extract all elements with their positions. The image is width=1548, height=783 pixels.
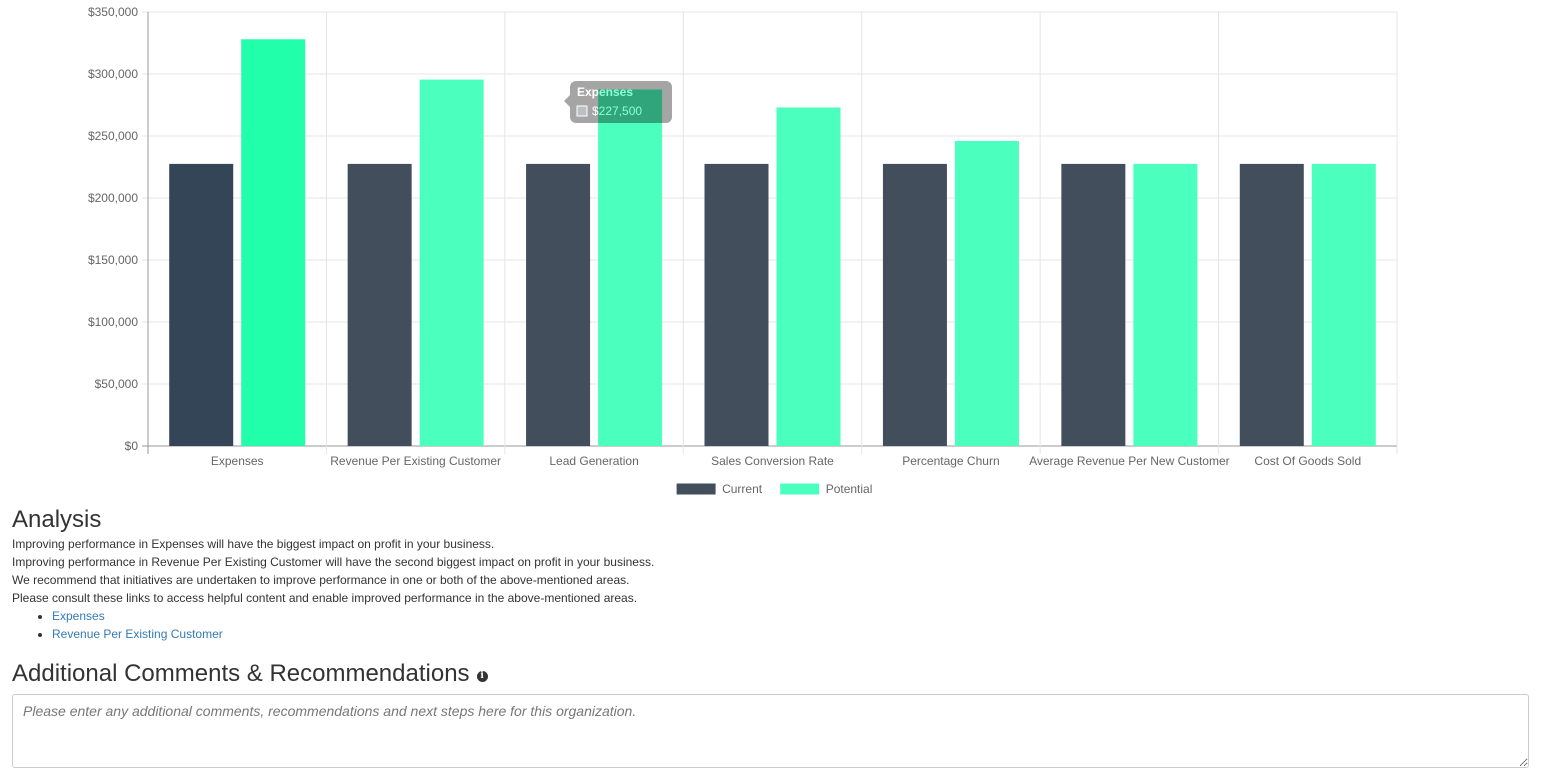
bar-current [704, 163, 769, 446]
x-tick-label: Cost Of Goods Sold [1254, 454, 1361, 468]
y-tick-label: $0 [125, 439, 139, 453]
bar-current [1239, 163, 1304, 446]
bar-chart-svg: $0 $50,000 $100,000 $150,000 $200,000 $250,00… [88, 5, 1398, 496]
y-tick-label: $300,000 [88, 67, 138, 81]
tooltip-swatch [576, 105, 588, 117]
analysis-title: Analysis [12, 506, 102, 533]
x-tick-label: Percentage Churn [902, 454, 999, 468]
x-tick-label: Average Revenue Per New Customer [1029, 454, 1230, 468]
bar-potential [776, 107, 841, 446]
legend-label: Potential [826, 482, 873, 496]
chart-tooltip: Expenses $227,500 [564, 81, 672, 123]
bar-current [169, 163, 234, 446]
y-tick-label: $200,000 [88, 191, 138, 205]
bar-potential [598, 89, 663, 446]
link-list-item: Revenue Per Existing Customer [52, 625, 1532, 643]
link-list-item: Expenses [52, 607, 1532, 625]
analysis-line: Improving performance in Expenses will h… [12, 537, 495, 551]
bar-potential [241, 39, 306, 446]
x-tick-label: Revenue Per Existing Customer [330, 454, 501, 468]
bar-current [882, 163, 947, 446]
bar-chart: $0 $50,000 $100,000 $150,000 $200,000 $250,00… [88, 5, 1398, 496]
analysis-section: Analysis Improving performance in Expens… [12, 505, 1532, 643]
y-tick-label: $150,000 [88, 253, 138, 267]
tooltip-title: Expenses [577, 85, 633, 99]
analysis-line: Please consult these links to access hel… [12, 591, 638, 605]
legend-label: Current [722, 482, 763, 496]
bar-potential [1133, 163, 1198, 446]
comments-section: Additional Comments & Recommendations i [12, 658, 1530, 768]
analysis-line: Improving performance in Revenue Per Exi… [12, 555, 655, 569]
bar-current [347, 163, 412, 446]
tooltip-caret [564, 95, 570, 107]
comments-title-row: Additional Comments & Recommendations i [12, 658, 1530, 690]
y-tick-label: $50,000 [95, 377, 139, 391]
x-tick-label: Expenses [211, 454, 264, 468]
helpful-links-list: Expenses Revenue Per Existing Customer [12, 607, 1532, 643]
info-circle-icon[interactable]: i [476, 670, 488, 682]
x-tick-label: Sales Conversion Rate [711, 454, 834, 468]
y-tick-label: $250,000 [88, 129, 138, 143]
bar-potential [1311, 163, 1376, 446]
comments-title: Additional Comments & Recommendations [12, 660, 470, 687]
tooltip-box [570, 81, 672, 123]
comments-textarea[interactable] [12, 694, 1529, 768]
legend-swatch [779, 482, 821, 496]
bar-current [1061, 163, 1126, 446]
link-expenses[interactable]: Expenses [52, 609, 105, 623]
bar-potential [954, 140, 1019, 446]
link-revenue-per-existing-customer[interactable]: Revenue Per Existing Customer [52, 627, 223, 641]
legend-swatch [675, 482, 717, 496]
bar-current [526, 163, 591, 446]
x-tick-label: Lead Generation [549, 454, 638, 468]
y-tick-label: $350,000 [88, 5, 138, 19]
tooltip-value: $227,500 [592, 104, 642, 118]
analysis-line: We recommend that initiatives are undert… [12, 573, 630, 587]
bar-potential [419, 79, 484, 446]
y-tick-label: $100,000 [88, 315, 138, 329]
